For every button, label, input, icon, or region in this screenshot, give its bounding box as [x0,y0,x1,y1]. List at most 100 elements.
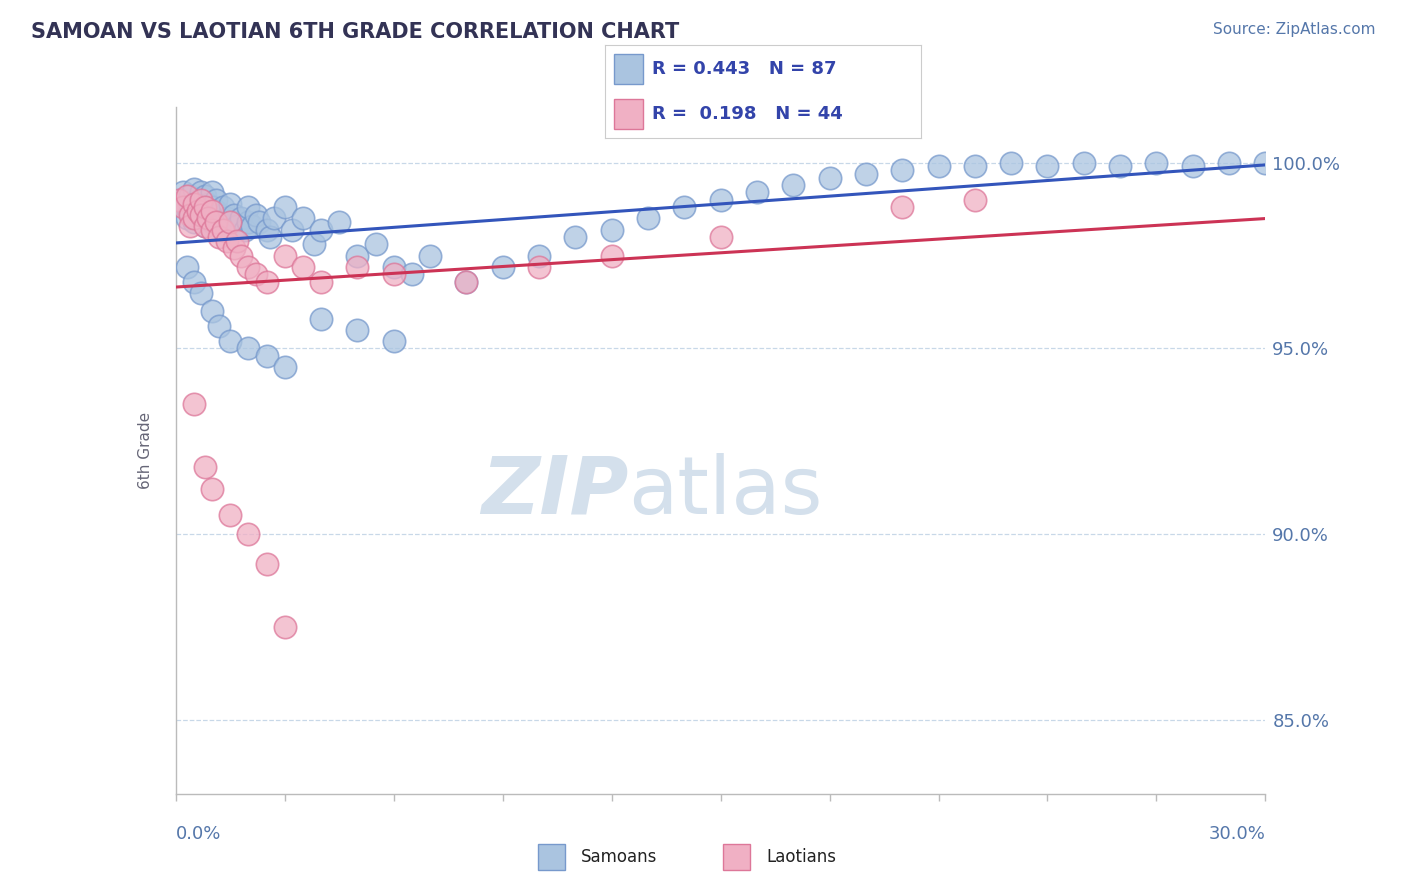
Point [259,230,281,244]
Point [274,248,297,262]
Point [1254,155,1277,169]
Point [492,260,515,274]
Point [256,349,278,363]
Point [309,275,332,289]
Point [745,186,768,200]
Text: Laotians: Laotians [766,848,837,866]
Point [226,219,249,233]
Point [179,219,201,233]
Point [222,208,245,222]
Point [309,311,332,326]
Text: R = 0.443   N = 87: R = 0.443 N = 87 [652,60,837,78]
Point [274,620,297,634]
Point [219,334,242,348]
FancyBboxPatch shape [614,54,643,84]
Text: 30.0%: 30.0% [1209,825,1265,843]
Point [201,215,224,229]
Point [245,267,267,281]
Point [456,275,478,289]
Point [238,200,260,214]
Point [963,193,986,207]
Point [231,248,253,262]
Point [238,527,260,541]
Point [208,219,231,233]
Point [240,219,263,233]
Point [346,260,368,274]
Point [194,189,217,203]
Point [256,222,278,236]
Point [527,248,550,262]
Point [818,170,841,185]
Point [176,200,198,214]
Point [673,200,696,214]
Text: 0.0%: 0.0% [176,825,221,843]
Point [247,215,270,229]
Point [281,222,304,236]
Point [302,237,325,252]
Point [194,204,217,219]
Point [208,319,231,334]
Point [263,211,285,226]
Point [291,211,314,226]
Point [201,304,224,318]
Point [197,211,219,226]
Point [382,334,405,348]
Point [219,196,242,211]
Point [176,211,198,226]
Point [201,200,224,214]
Point [364,237,387,252]
Point [710,193,733,207]
Point [238,215,260,229]
Point [855,167,877,181]
Point [1109,160,1132,174]
Point [245,208,267,222]
Point [274,200,297,214]
Point [190,200,212,214]
Point [564,230,586,244]
FancyBboxPatch shape [614,99,643,129]
Point [201,204,224,219]
Point [256,557,278,571]
Point [204,215,226,229]
Point [256,275,278,289]
Point [891,200,914,214]
Point [212,200,235,214]
Point [179,204,201,219]
Point [186,208,209,222]
Point [201,483,224,497]
Point [600,222,623,236]
Point [186,204,209,219]
Point [328,215,350,229]
Point [891,163,914,178]
Point [1218,155,1240,169]
Point [1073,155,1095,169]
Point [183,215,205,229]
Text: Source: ZipAtlas.com: Source: ZipAtlas.com [1212,22,1375,37]
Point [219,215,242,229]
Point [183,397,205,411]
Point [274,359,297,374]
Point [183,196,205,211]
Point [197,196,219,211]
Text: atlas: atlas [628,452,823,531]
Point [238,342,260,356]
Point [190,186,212,200]
Point [212,222,235,236]
Point [183,182,205,196]
Point [208,208,231,222]
Point [197,211,219,226]
Point [194,219,217,233]
Point [382,267,405,281]
Point [201,222,224,236]
Point [782,178,804,192]
Point [190,285,212,300]
Point [176,260,198,274]
Point [233,222,256,236]
Point [1146,155,1168,169]
Point [238,260,260,274]
Point [456,275,478,289]
Point [194,200,217,214]
Point [231,211,253,226]
Point [291,260,314,274]
Text: ZIP: ZIP [481,452,628,531]
